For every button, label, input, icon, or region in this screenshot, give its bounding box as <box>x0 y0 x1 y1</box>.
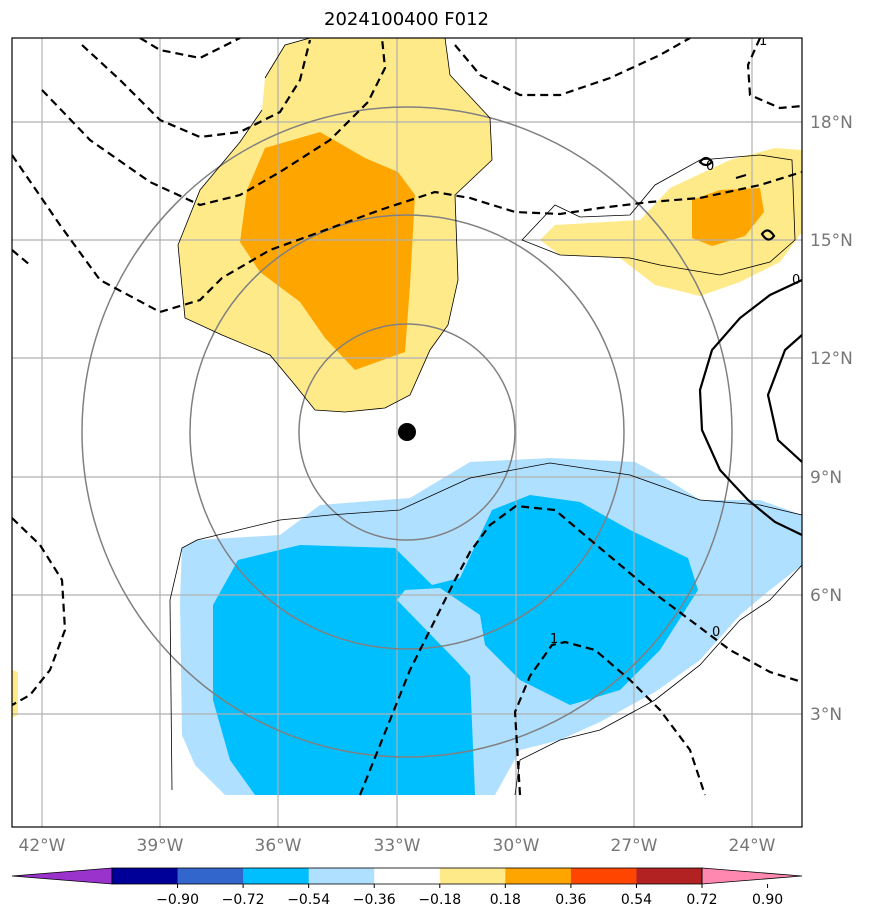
contour-labels: 1 0 0 0 1 <box>550 34 800 647</box>
colorbar-swatch <box>439 868 506 884</box>
contour-label: 1 <box>759 34 767 49</box>
colorbar-swatch <box>112 868 179 884</box>
colorbar-tick-label: 0.72 <box>686 892 717 908</box>
longitude-labels: 42°W 39°W 36°W 33°W 30°W 27°W 24°W <box>19 836 776 856</box>
distance-rings <box>81 106 733 758</box>
colorbar-swatch <box>374 868 441 884</box>
inner-distance-ring <box>298 323 516 541</box>
lon-tick-label: 39°W <box>137 836 184 856</box>
strong-positive-anomaly-region <box>240 132 415 370</box>
lat-tick-label: 9°N <box>810 468 842 488</box>
east-positive-anomaly-region <box>540 148 802 296</box>
colorbar-tick-label: −0.90 <box>156 892 199 908</box>
graticule <box>12 38 802 827</box>
east-strong-positive-anomaly-region <box>692 188 764 246</box>
colorbar-extend-high <box>701 867 803 885</box>
colorbar-tick-label: 0.36 <box>555 892 586 908</box>
west-edge-positive-sliver <box>12 670 18 718</box>
colorbar-extend-low <box>11 867 113 885</box>
contour-label: 0 <box>712 625 720 640</box>
colorbar: −0.90 −0.72 −0.54 −0.36 −0.18 0.18 0.36 0.54 0.7… <box>11 867 803 908</box>
map-title: 2024100400 F012 <box>324 9 489 30</box>
lon-tick-label: 27°W <box>611 836 658 856</box>
colorbar-swatch <box>636 868 703 884</box>
lon-tick-label: 30°W <box>493 836 540 856</box>
colorbar-swatch <box>505 868 572 884</box>
shading-outlines <box>169 38 802 796</box>
lat-tick-label: 6°N <box>810 586 842 606</box>
strong-negative-anomaly-region <box>213 495 698 795</box>
latitude-labels: 3°N 6°N 9°N 12°N 15°N 18°N <box>810 113 853 725</box>
colorbar-tick-label: −0.36 <box>353 892 396 908</box>
outer-distance-ring <box>81 106 733 758</box>
colorbar-tick-label: −0.72 <box>222 892 265 908</box>
contour-label: 1 <box>550 632 558 647</box>
storm-center-marker <box>398 423 416 441</box>
colorbar-outline <box>111 867 703 885</box>
lon-tick-label: 33°W <box>374 836 421 856</box>
lat-tick-label: 3°N <box>810 705 842 725</box>
colorbar-swatch <box>570 868 637 884</box>
contour-label: 0 <box>706 159 714 174</box>
small-closed-contour <box>698 156 714 167</box>
solid-contours <box>698 156 802 536</box>
lon-tick-label: 42°W <box>19 836 66 856</box>
lat-tick-label: 18°N <box>810 113 853 133</box>
colorbar-tick-label: 0.54 <box>621 892 652 908</box>
negative-anomaly-inner-gap <box>400 592 484 676</box>
contour-label: 0 <box>792 273 800 288</box>
colorbar-tick-label: 0.18 <box>490 892 521 908</box>
colorbar-swatch <box>243 868 310 884</box>
middle-distance-ring <box>189 214 625 650</box>
lon-tick-label: 24°W <box>729 836 776 856</box>
colorbar-swatch <box>177 868 244 884</box>
colorbar-tick-label: −0.54 <box>287 892 330 908</box>
lat-tick-label: 15°N <box>810 231 853 251</box>
dashed-contours <box>12 38 802 796</box>
lon-tick-label: 36°W <box>255 836 302 856</box>
colorbar-tick-label: 0.90 <box>752 892 783 908</box>
map-frame <box>11 37 803 828</box>
lat-tick-label: 12°N <box>810 349 853 369</box>
colorbar-swatch <box>308 868 375 884</box>
colorbar-tick-label: −0.18 <box>418 892 461 908</box>
